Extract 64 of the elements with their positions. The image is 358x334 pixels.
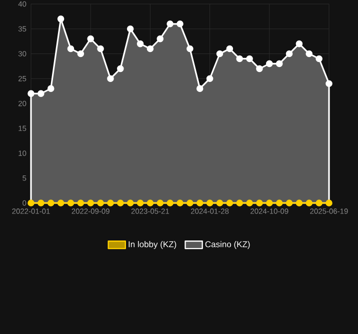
point bbox=[216, 200, 224, 206]
point bbox=[246, 200, 253, 206]
point bbox=[186, 200, 194, 206]
point bbox=[117, 200, 124, 206]
point bbox=[136, 40, 144, 48]
point bbox=[77, 50, 84, 58]
point bbox=[306, 200, 313, 206]
point bbox=[47, 200, 54, 206]
point bbox=[57, 200, 64, 206]
point bbox=[306, 50, 313, 58]
point bbox=[67, 200, 74, 206]
point bbox=[77, 200, 84, 206]
point bbox=[126, 25, 134, 32]
point bbox=[286, 50, 293, 58]
point bbox=[38, 200, 44, 206]
point bbox=[196, 200, 204, 206]
point bbox=[316, 55, 322, 62]
point bbox=[256, 65, 263, 72]
point bbox=[266, 60, 273, 68]
point bbox=[146, 45, 154, 52]
point bbox=[156, 200, 164, 206]
point bbox=[286, 200, 293, 206]
point bbox=[57, 16, 64, 22]
point bbox=[176, 20, 184, 28]
point bbox=[47, 85, 54, 92]
point bbox=[97, 45, 104, 52]
point bbox=[266, 200, 273, 206]
legend-label: Casino (KZ) bbox=[205, 241, 250, 249]
point bbox=[166, 200, 174, 206]
point bbox=[28, 90, 34, 97]
point bbox=[38, 90, 44, 97]
point bbox=[107, 200, 114, 206]
point bbox=[156, 35, 164, 42]
point bbox=[226, 45, 234, 52]
legend-label: In lobby (KZ) bbox=[128, 241, 176, 249]
point bbox=[166, 20, 174, 28]
point bbox=[97, 200, 104, 206]
point bbox=[146, 200, 154, 206]
point bbox=[256, 200, 263, 206]
point bbox=[276, 200, 283, 206]
point bbox=[296, 200, 303, 206]
point bbox=[176, 200, 184, 206]
point bbox=[326, 80, 332, 87]
point bbox=[316, 200, 322, 206]
point bbox=[196, 85, 204, 92]
point bbox=[226, 200, 234, 206]
point bbox=[186, 45, 194, 52]
point bbox=[206, 75, 214, 82]
point bbox=[236, 55, 244, 62]
point bbox=[236, 200, 244, 206]
point bbox=[67, 45, 74, 52]
point bbox=[107, 75, 114, 82]
point bbox=[276, 60, 283, 68]
point bbox=[126, 200, 134, 206]
point bbox=[87, 200, 94, 206]
point bbox=[136, 200, 144, 206]
point bbox=[246, 55, 253, 62]
point bbox=[296, 40, 303, 48]
point bbox=[117, 65, 124, 72]
point bbox=[28, 200, 34, 206]
point bbox=[206, 200, 214, 206]
point bbox=[326, 200, 332, 206]
point bbox=[216, 50, 224, 58]
point bbox=[87, 35, 94, 42]
